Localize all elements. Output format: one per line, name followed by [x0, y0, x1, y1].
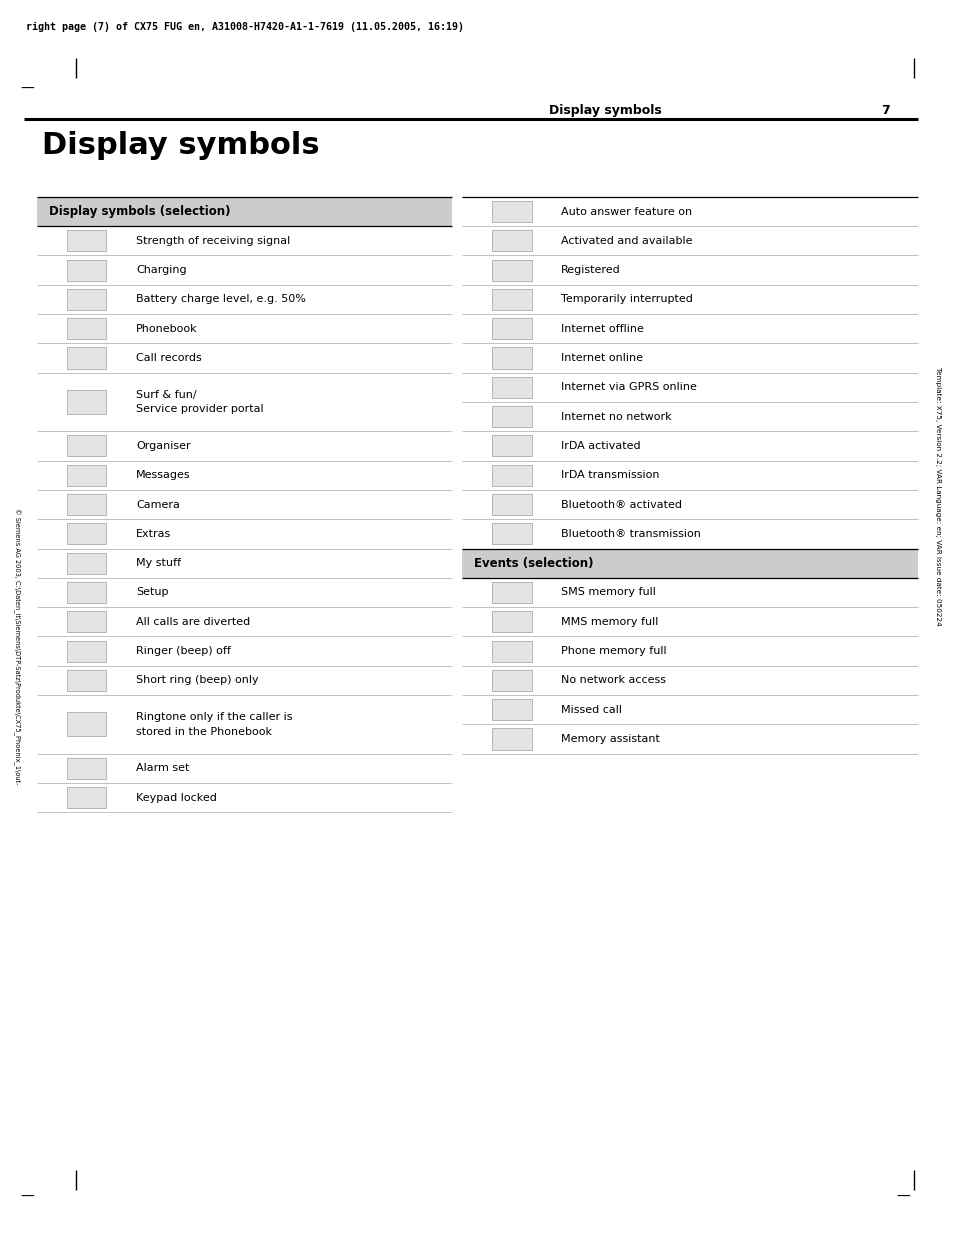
Text: Events (selection): Events (selection): [474, 557, 593, 569]
Text: IrDA activated: IrDA activated: [560, 441, 640, 451]
Bar: [67, 523, 106, 545]
Text: No network access: No network access: [560, 675, 665, 685]
Bar: [492, 493, 531, 515]
Bar: [67, 612, 106, 632]
Text: Camera: Camera: [136, 500, 180, 510]
Bar: [492, 465, 531, 486]
Bar: [67, 348, 106, 369]
Text: Bluetooth® transmission: Bluetooth® transmission: [560, 528, 700, 538]
Bar: [492, 582, 531, 603]
Text: Alarm set: Alarm set: [136, 764, 190, 774]
Bar: [492, 523, 531, 545]
Text: Auto answer feature on: Auto answer feature on: [560, 207, 692, 217]
Bar: [67, 259, 106, 280]
Text: Display symbols (selection): Display symbols (selection): [49, 206, 230, 218]
Bar: [67, 465, 106, 486]
Text: Internet offline: Internet offline: [560, 324, 643, 334]
Text: IrDA transmission: IrDA transmission: [560, 470, 659, 480]
Text: Ringer (beep) off: Ringer (beep) off: [136, 647, 231, 657]
Text: Internet no network: Internet no network: [560, 411, 671, 421]
Text: Registered: Registered: [560, 265, 620, 275]
Text: Phonebook: Phonebook: [136, 324, 197, 334]
Bar: [492, 348, 531, 369]
Bar: [492, 231, 531, 252]
Bar: [492, 376, 531, 397]
Text: —: —: [20, 1190, 33, 1204]
Text: Battery charge level, e.g. 50%: Battery charge level, e.g. 50%: [136, 294, 306, 304]
Text: Template: X75, Version 2.2; VAR Language: en; VAR issue date: 050224: Template: X75, Version 2.2; VAR Language…: [934, 368, 940, 627]
Bar: [67, 553, 106, 573]
Bar: [492, 612, 531, 632]
Text: My stuff: My stuff: [136, 558, 181, 568]
Text: © Siemens AG 2003, C:\Daten_it\Siemens\DTP-Satz\Produkte\CX75_Phoenix_1\out-: © Siemens AG 2003, C:\Daten_it\Siemens\D…: [13, 507, 21, 784]
Bar: [492, 406, 531, 427]
Text: Extras: Extras: [136, 528, 172, 538]
Bar: [67, 390, 106, 414]
Text: Keypad locked: Keypad locked: [136, 792, 216, 802]
Bar: [67, 289, 106, 310]
Bar: [492, 201, 531, 222]
Bar: [492, 289, 531, 310]
Text: Setup: Setup: [136, 587, 169, 597]
Text: Internet via GPRS online: Internet via GPRS online: [560, 383, 697, 392]
Text: Service provider portal: Service provider portal: [136, 405, 263, 415]
Text: All calls are diverted: All calls are diverted: [136, 617, 250, 627]
Bar: [67, 670, 106, 692]
Text: stored in the Phonebook: stored in the Phonebook: [136, 726, 272, 736]
Bar: [492, 435, 531, 456]
Bar: [492, 640, 531, 662]
Text: Display symbols: Display symbols: [42, 131, 319, 161]
Bar: [492, 729, 531, 750]
Text: Surf & fun/: Surf & fun/: [136, 390, 196, 400]
Bar: [67, 493, 106, 515]
Text: Ringtone only if the caller is: Ringtone only if the caller is: [136, 711, 293, 721]
Bar: [67, 713, 106, 736]
Bar: [492, 259, 531, 280]
Bar: [67, 787, 106, 809]
Bar: [67, 231, 106, 252]
Bar: [67, 318, 106, 339]
Text: Strength of receiving signal: Strength of receiving signal: [136, 235, 290, 245]
Text: right page (7) of CX75 FUG en, A31008-H7420-A1-1-7619 (11.05.2005, 16:19): right page (7) of CX75 FUG en, A31008-H7…: [26, 22, 463, 32]
Text: Activated and available: Activated and available: [560, 235, 692, 245]
Text: Organiser: Organiser: [136, 441, 191, 451]
Text: 7: 7: [881, 105, 889, 117]
Bar: [492, 318, 531, 339]
Text: Temporarily interrupted: Temporarily interrupted: [560, 294, 693, 304]
Text: Charging: Charging: [136, 265, 187, 275]
Bar: [67, 582, 106, 603]
Text: Display symbols: Display symbols: [549, 105, 661, 117]
Text: SMS memory full: SMS memory full: [560, 587, 656, 597]
Text: MMS memory full: MMS memory full: [560, 617, 658, 627]
Text: Missed call: Missed call: [560, 705, 621, 715]
Bar: [67, 758, 106, 779]
Text: Short ring (beep) only: Short ring (beep) only: [136, 675, 258, 685]
Text: —: —: [896, 1190, 909, 1204]
Bar: [37, 197, 452, 227]
Text: —: —: [20, 82, 33, 96]
Text: Bluetooth® activated: Bluetooth® activated: [560, 500, 681, 510]
Text: Call records: Call records: [136, 353, 201, 363]
Text: Memory assistant: Memory assistant: [560, 734, 659, 744]
Text: Messages: Messages: [136, 470, 191, 480]
Text: Phone memory full: Phone memory full: [560, 647, 666, 657]
Bar: [492, 699, 531, 720]
Bar: [67, 640, 106, 662]
Bar: [492, 670, 531, 692]
Text: Internet online: Internet online: [560, 353, 642, 363]
Bar: [67, 435, 106, 456]
Bar: [461, 548, 917, 578]
